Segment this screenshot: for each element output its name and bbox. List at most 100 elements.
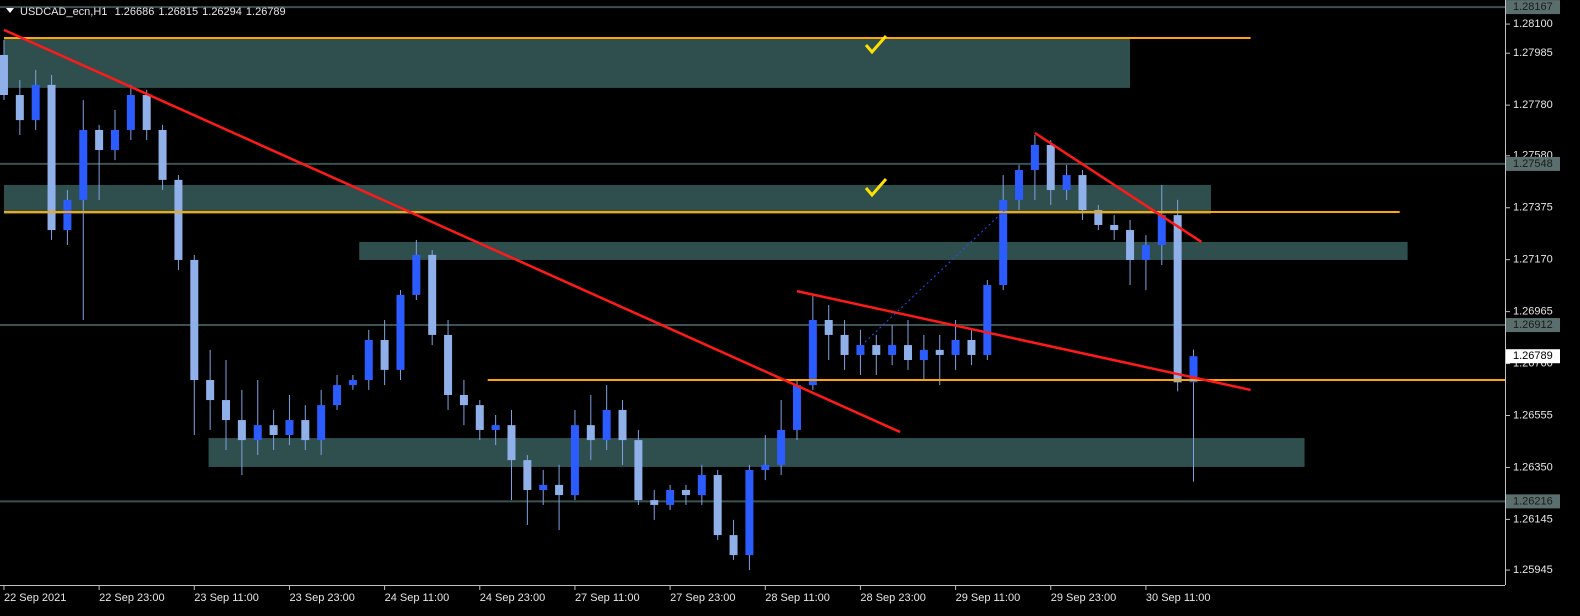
menu-triangle[interactable] <box>6 8 14 13</box>
candle-body <box>206 380 215 401</box>
x-tick-label: 29 Sep 11:00 <box>956 592 1021 604</box>
candle-body <box>222 400 231 421</box>
candle-body <box>1062 175 1071 191</box>
candle-body <box>444 334 453 395</box>
candle-body <box>333 385 342 406</box>
symbol: USDCAD_ecn,H1 <box>20 6 107 18</box>
candle-body <box>412 254 421 295</box>
zone <box>359 241 1408 260</box>
candle-body <box>1015 170 1024 200</box>
candle-body <box>380 340 389 370</box>
y-tick-label: 1.26965 <box>1513 306 1553 318</box>
y-tick-label: 1.26555 <box>1513 409 1553 421</box>
candle-body <box>856 345 865 355</box>
y-tick-label: 1.26145 <box>1513 513 1553 525</box>
x-tick-label: 24 Sep 23:00 <box>480 592 545 604</box>
candle-body <box>808 319 817 386</box>
candle-body <box>285 420 294 436</box>
candle-body <box>79 129 88 200</box>
x-tick-label: 22 Sep 23:00 <box>99 592 164 604</box>
candle-body <box>586 425 595 441</box>
candle-body <box>904 345 913 361</box>
candle-body <box>1094 210 1103 225</box>
y-tick-label: 1.27170 <box>1513 254 1553 266</box>
candle-body <box>95 129 104 150</box>
trend-line <box>1034 131 1203 244</box>
check-mark <box>864 178 888 198</box>
x-tick-label: 30 Sep 11:00 <box>1146 592 1211 604</box>
trend-line <box>796 289 1251 392</box>
y-tick-label: 1.27780 <box>1513 99 1553 111</box>
level-label-box <box>1506 156 1560 171</box>
x-tick-label: 23 Sep 11:00 <box>194 592 259 604</box>
candle-body <box>570 425 579 496</box>
candle-body <box>666 489 675 505</box>
candle-body <box>713 475 722 536</box>
x-tick-label: 28 Sep 11:00 <box>765 592 830 604</box>
candle-body <box>650 500 659 505</box>
zone <box>3 184 1211 215</box>
zone <box>3 38 1131 88</box>
dotted-connector <box>864 209 1006 343</box>
candle-body <box>935 349 944 355</box>
candle-body <box>602 409 611 441</box>
y-tick-label: 1.27375 <box>1513 202 1553 214</box>
y-tick-label: 1.28100 <box>1513 18 1553 30</box>
y-tick-label: 1.27985 <box>1513 47 1553 59</box>
candle-body <box>1110 224 1119 231</box>
candle-body <box>428 254 437 335</box>
candle-body <box>15 95 24 121</box>
candle-body <box>491 425 500 430</box>
header-value: 1.26686 <box>115 6 155 18</box>
candle-body <box>1173 215 1182 383</box>
candle-body <box>840 334 849 355</box>
zone <box>208 438 1305 467</box>
candle-body <box>237 420 246 441</box>
last-price-box <box>1506 349 1560 364</box>
candle-body <box>634 440 643 501</box>
candle-body <box>824 319 833 335</box>
candle-body <box>1126 230 1135 260</box>
candle-body <box>967 340 976 355</box>
candle-body <box>1030 144 1039 171</box>
candle-body <box>31 84 40 121</box>
candle-body <box>348 380 357 386</box>
candle-body <box>1141 244 1150 260</box>
candle-body <box>697 475 706 496</box>
level-label-box <box>1506 318 1560 333</box>
zones <box>0 6 1505 503</box>
candle-body <box>0 54 8 96</box>
candle-body <box>47 84 56 231</box>
header-value: 1.26294 <box>202 6 242 18</box>
level-label: 1.27548 <box>1513 158 1553 170</box>
candle-body <box>951 340 960 355</box>
candle-body <box>777 429 786 465</box>
drawings <box>3 28 1505 434</box>
candle-body <box>63 199 72 231</box>
candle-body <box>792 385 801 430</box>
level-label-box <box>1506 494 1560 509</box>
candle-body <box>729 535 738 556</box>
candle-body <box>459 394 468 406</box>
level-label: 1.28167 <box>1513 1 1553 13</box>
candle-body <box>396 294 405 370</box>
candle-body <box>269 425 278 436</box>
candle-body <box>158 129 167 180</box>
candle-body <box>507 425 516 461</box>
candle-body <box>475 405 484 430</box>
y-tick-label: 1.26350 <box>1513 461 1553 473</box>
x-tick-label: 27 Sep 11:00 <box>575 592 640 604</box>
candle-body <box>1078 175 1087 211</box>
candle-body <box>253 425 262 441</box>
candle-body <box>364 340 373 381</box>
header-value: 1.26789 <box>246 6 286 18</box>
candle-body <box>999 199 1008 286</box>
check-mark <box>864 35 888 55</box>
candle-body <box>872 345 881 355</box>
x-tick-label: 22 Sep 2021 <box>4 592 66 604</box>
candle-body <box>301 420 310 441</box>
candle-body <box>761 464 770 470</box>
candle-body <box>888 345 897 355</box>
candle-body <box>919 349 928 361</box>
